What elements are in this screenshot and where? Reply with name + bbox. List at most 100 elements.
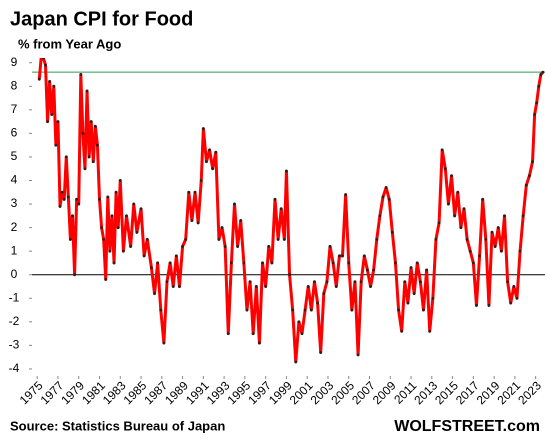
data-point [48,80,52,83]
data-point [369,285,372,288]
data-point [132,202,136,206]
y-tick-label: 9 [11,55,18,69]
data-point [521,214,525,218]
data-point [306,285,310,288]
data-point [73,273,76,277]
data-point [535,101,539,105]
data-point [190,219,194,222]
data-point [353,280,357,284]
data-point [437,221,441,225]
data-point [334,285,338,288]
data-point [431,296,435,300]
data-point [434,237,438,241]
data-point [214,150,218,154]
data-point [267,245,271,248]
data-point [181,245,184,248]
data-point [50,113,54,116]
data-point [359,280,363,284]
data-point [248,280,252,284]
data-point [104,278,108,281]
data-point [533,113,537,116]
data-point [208,148,211,152]
data-point [537,84,541,88]
data-point [276,237,280,241]
chart-title: Japan CPI for Food [10,8,193,30]
data-point [245,308,249,312]
data-point [114,190,118,194]
data-point [139,207,143,211]
data-point [142,254,146,258]
data-point [69,237,72,241]
data-point [108,249,112,253]
data-point [465,237,469,241]
data-point [89,120,93,123]
data-point [337,254,341,258]
data-point [79,73,83,76]
data-point [462,207,466,211]
data-point [422,308,425,312]
data-point [52,84,56,88]
data-point [331,261,335,265]
data-point [294,360,298,364]
data-point [236,245,240,248]
data-point [159,308,163,312]
data-point [242,261,246,265]
data-point [499,249,503,253]
data-point [106,195,110,199]
data-point [168,261,172,265]
y-tick-label: -4 [9,361,20,375]
data-point [528,174,531,178]
data-point [193,190,197,194]
data-point [233,202,236,206]
data-point [64,155,68,159]
data-point [273,197,277,201]
data-point [145,237,149,241]
data-point [56,120,60,123]
data-point [285,169,288,173]
data-point [199,179,203,182]
data-point [261,261,264,265]
data-point [487,303,491,307]
y-tick-label: 2 [11,220,18,234]
data-point [100,226,103,230]
data-point [524,183,528,187]
data-point [153,292,156,295]
y-tick-label: 4 [11,173,18,187]
data-point [226,332,230,335]
data-point [270,261,274,265]
data-point [418,280,422,284]
data-point [372,268,376,272]
y-tick-label: 7 [11,102,18,116]
data-point [493,245,497,248]
data-point [201,127,205,131]
data-point [447,202,450,206]
data-point [187,190,191,194]
data-point [300,332,304,335]
data-point [453,214,457,218]
data-point [471,261,475,265]
data-point [251,332,255,335]
data-point [42,58,45,60]
data-point [341,254,344,258]
data-point [387,197,391,201]
data-point [450,174,453,178]
data-point [350,308,354,312]
y-tick-label: 1 [11,243,18,257]
data-point [468,249,472,253]
data-point [254,285,258,288]
y-tick-label: 5 [11,149,18,163]
data-point [531,160,534,164]
data-point [375,237,379,241]
data-point [58,205,62,208]
data-point [75,197,79,201]
data-point [425,268,429,272]
data-point [118,179,122,182]
data-point [205,160,208,164]
data-point [87,155,91,159]
data-point [378,214,382,218]
data-point [121,249,125,253]
data-point [229,261,233,265]
data-point [325,280,329,284]
data-point [475,303,478,307]
data-point [162,341,166,345]
